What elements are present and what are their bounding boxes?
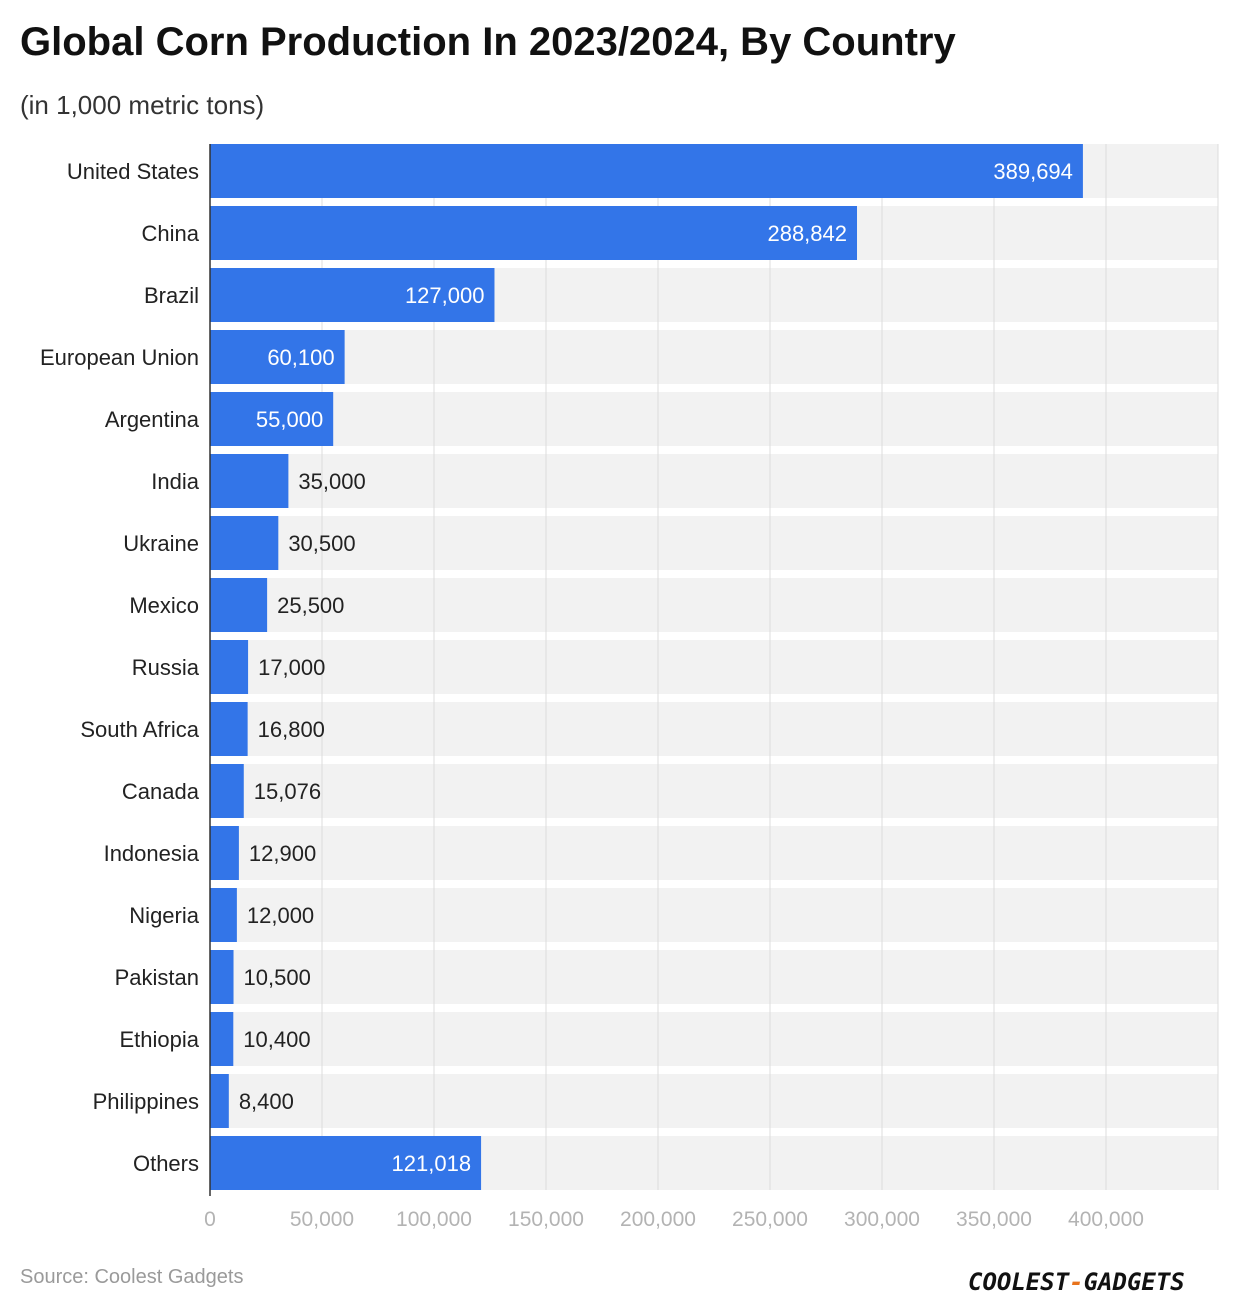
row-band <box>210 392 1218 446</box>
category-label: South Africa <box>80 717 199 742</box>
bar <box>210 206 858 260</box>
category-label: Ethiopia <box>119 1027 199 1052</box>
data-label: 121,018 <box>392 1151 472 1176</box>
row-band <box>210 454 1218 508</box>
data-label: 389,694 <box>993 159 1073 184</box>
category-label: China <box>142 221 200 246</box>
data-label: 288,842 <box>767 221 847 246</box>
data-label: 8,400 <box>239 1089 294 1114</box>
category-label: Canada <box>122 779 200 804</box>
row-band <box>210 516 1218 570</box>
data-label: 15,076 <box>254 779 321 804</box>
x-tick-label: 300,000 <box>844 1208 920 1231</box>
bar <box>210 888 237 942</box>
category-label: Philippines <box>93 1089 199 1114</box>
bar <box>210 1012 234 1066</box>
data-label: 17,000 <box>258 655 325 680</box>
data-label: 55,000 <box>256 407 323 432</box>
logo-dash: - <box>1069 1268 1084 1296</box>
coolest-gadgets-logo: COOLEST-GADGETS <box>968 1268 1185 1296</box>
bar <box>210 640 249 694</box>
logo-text-left: COOLEST <box>968 1268 1070 1296</box>
bar <box>210 826 239 880</box>
row-band <box>210 330 1218 384</box>
data-label: 10,400 <box>243 1027 310 1052</box>
bar <box>210 144 1083 198</box>
chart-title: Global Corn Production In 2023/2024, By … <box>20 20 956 64</box>
bar <box>210 764 244 818</box>
bar <box>210 578 268 632</box>
data-label: 60,100 <box>267 345 334 370</box>
bar-chart: United States 389,694 China 288,842 Brazil 12… <box>40 144 1219 1231</box>
data-label: 10,500 <box>244 965 311 990</box>
row-band <box>210 640 1218 694</box>
category-label: Indonesia <box>104 841 200 866</box>
row-band <box>210 1012 1218 1066</box>
source-note: Source: Coolest Gadgets <box>20 1266 244 1288</box>
chart-subtitle: (in 1,000 metric tons) <box>20 90 265 120</box>
data-label: 12,000 <box>247 903 314 928</box>
x-tick-label: 150,000 <box>508 1208 584 1231</box>
data-label: 127,000 <box>405 283 485 308</box>
category-label: Pakistan <box>115 965 199 990</box>
row-band <box>210 1074 1218 1128</box>
category-label: European Union <box>40 345 199 370</box>
bar <box>210 1074 229 1128</box>
bar <box>210 950 234 1004</box>
x-tick-label: 100,000 <box>396 1208 472 1231</box>
bar <box>210 1136 482 1190</box>
bar <box>210 330 345 384</box>
category-label: Russia <box>132 655 200 680</box>
data-label: 35,000 <box>298 469 365 494</box>
category-label: Brazil <box>144 283 199 308</box>
category-label: Argentina <box>105 407 200 432</box>
row-band <box>210 950 1218 1004</box>
category-label: Ukraine <box>123 531 199 556</box>
data-label: 12,900 <box>249 841 316 866</box>
bar <box>210 268 495 322</box>
row-band <box>210 702 1218 756</box>
x-tick-label: 200,000 <box>620 1208 696 1231</box>
category-label: India <box>151 469 199 494</box>
category-label: United States <box>67 159 199 184</box>
row-band <box>210 888 1218 942</box>
category-label: Mexico <box>129 593 199 618</box>
x-tick-label: 0 <box>204 1208 216 1231</box>
category-label: Others <box>133 1151 199 1176</box>
row-band <box>210 764 1218 818</box>
bar <box>210 516 279 570</box>
row-band <box>210 826 1218 880</box>
bar <box>210 702 248 756</box>
logo-text-right: GADGETS <box>1083 1268 1185 1296</box>
bar <box>210 454 289 508</box>
x-tick-label: 50,000 <box>290 1208 354 1231</box>
x-tick-label: 350,000 <box>956 1208 1032 1231</box>
data-label: 30,500 <box>288 531 355 556</box>
data-label: 25,500 <box>277 593 344 618</box>
category-label: Nigeria <box>129 903 199 928</box>
data-label: 16,800 <box>258 717 325 742</box>
row-band <box>210 578 1218 632</box>
bar <box>210 392 334 446</box>
x-tick-label: 250,000 <box>732 1208 808 1231</box>
x-tick-label: 400,000 <box>1068 1208 1144 1231</box>
